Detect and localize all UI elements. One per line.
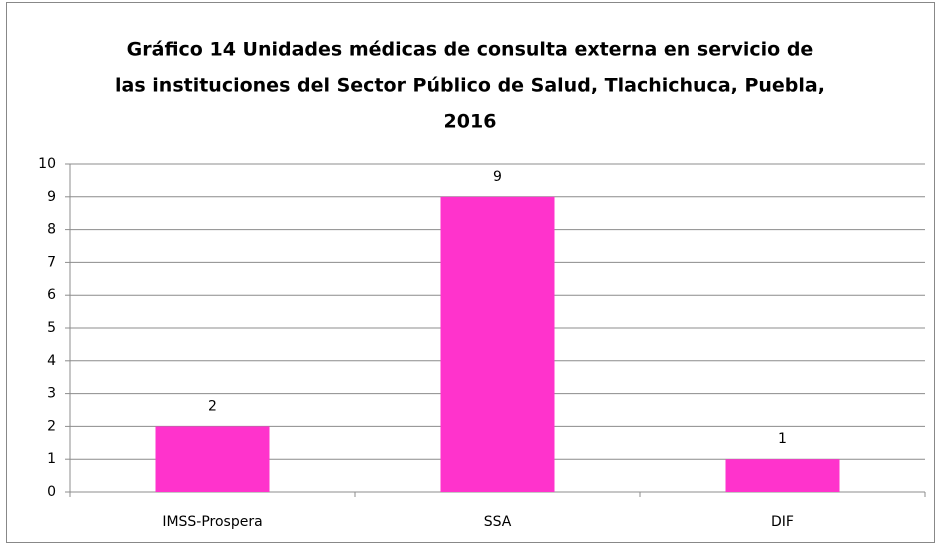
- y-tick-label: 9: [47, 189, 56, 205]
- bar: [725, 459, 840, 492]
- y-tick-label: 2: [47, 418, 56, 434]
- bar: [440, 196, 555, 493]
- y-tick-label: 1: [47, 451, 56, 467]
- chart-title: las instituciones del Sector Público de …: [115, 75, 825, 97]
- data-label: 9: [493, 169, 502, 185]
- y-tick-label: 6: [47, 287, 56, 303]
- y-tick-label: 3: [47, 386, 56, 402]
- x-tick-label: DIF: [771, 514, 794, 530]
- data-label: 1: [778, 431, 787, 447]
- x-tick-label: SSA: [484, 514, 512, 530]
- chart-title: Gráfico 14 Unidades médicas de consulta …: [127, 39, 814, 61]
- y-tick-label: 0: [47, 484, 56, 500]
- y-tick-label: 8: [47, 222, 56, 238]
- y-tick-label: 7: [47, 254, 56, 270]
- data-label: 2: [208, 398, 217, 414]
- y-tick-label: 4: [47, 353, 56, 369]
- chart-title: 2016: [444, 111, 497, 133]
- y-tick-label: 10: [38, 156, 56, 172]
- y-tick-label: 5: [47, 320, 56, 336]
- bar: [155, 426, 270, 492]
- x-tick-label: IMSS-Prospera: [162, 514, 262, 530]
